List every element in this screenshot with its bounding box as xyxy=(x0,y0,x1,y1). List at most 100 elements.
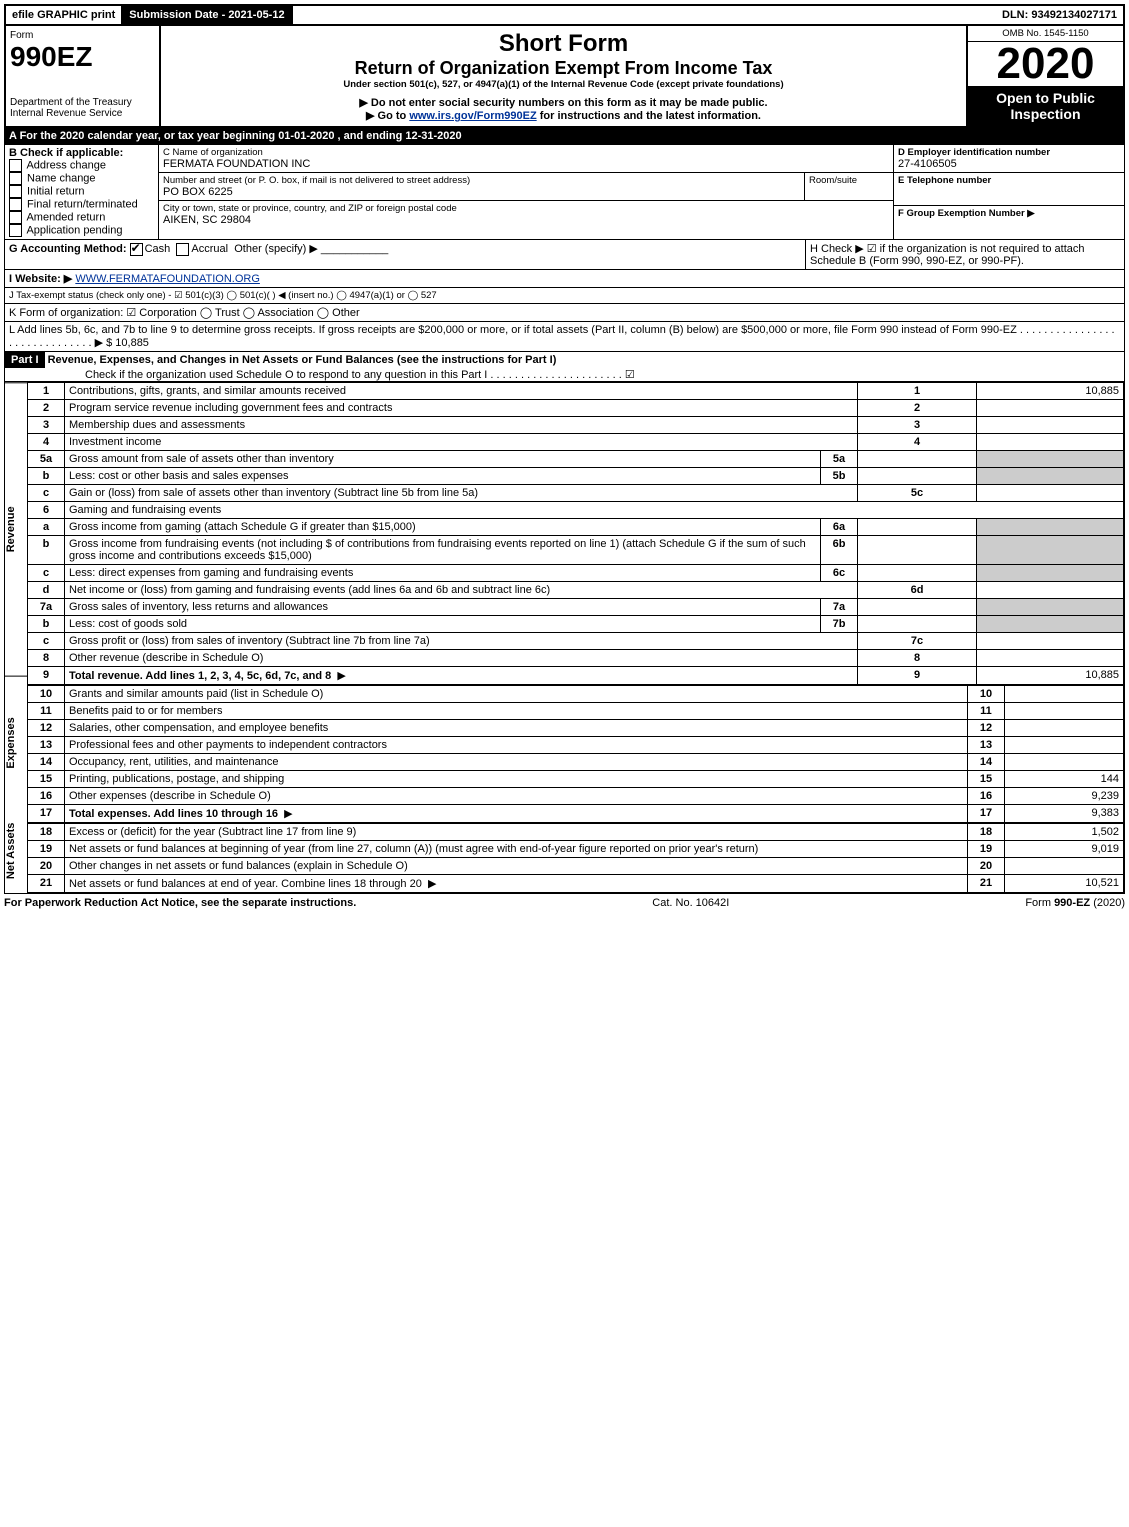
phone-label: E Telephone number xyxy=(898,175,1120,186)
title-block: Form 990EZ Department of the Treasury In… xyxy=(4,26,1125,128)
line-row: 13Professional fees and other payments t… xyxy=(28,737,1124,754)
period-text: A For the 2020 calendar year, or tax yea… xyxy=(5,128,1124,144)
org-name: FERMATA FOUNDATION INC xyxy=(163,158,889,170)
cash-label: Cash xyxy=(145,243,171,255)
line-row: 20Other changes in net assets or fund ba… xyxy=(28,858,1124,875)
right-header-col: OMB No. 1545-1150 2020 Open to Public In… xyxy=(966,26,1123,126)
box-b-item: Initial return xyxy=(9,185,154,198)
line-row: 10Grants and similar amounts paid (list … xyxy=(28,686,1124,703)
line-row: cGross profit or (loss) from sales of in… xyxy=(28,633,1124,650)
line-row: cGain or (loss) from sale of assets othe… xyxy=(28,485,1124,502)
line-g-h: G Accounting Method: Cash Accrual Other … xyxy=(4,240,1125,270)
group-exemption-label: F Group Exemption Number ▶ xyxy=(898,208,1120,219)
line-row: 18Excess or (deficit) for the year (Subt… xyxy=(28,824,1124,841)
line-row: 6Gaming and fundraising events xyxy=(28,502,1124,519)
efile-label[interactable]: efile GRAPHIC print xyxy=(6,6,123,24)
netassets-label: Net Assets xyxy=(5,809,27,893)
line-row: 5aGross amount from sale of assets other… xyxy=(28,451,1124,468)
revenue-table: 1Contributions, gifts, grants, and simil… xyxy=(27,382,1124,685)
line-row: 11Benefits paid to or for members11 xyxy=(28,703,1124,720)
box-b-item: Name change xyxy=(9,172,154,185)
line-row: 2Program service revenue including gover… xyxy=(28,400,1124,417)
line-l: L Add lines 5b, 6c, and 7b to line 9 to … xyxy=(4,322,1125,352)
box-b-item: Amended return xyxy=(9,211,154,224)
line-l-amount: $ 10,885 xyxy=(106,337,149,349)
line-row: aGross income from gaming (attach Schedu… xyxy=(28,519,1124,536)
page-footer: For Paperwork Reduction Act Notice, see … xyxy=(4,894,1125,912)
org-address: PO BOX 6225 xyxy=(163,186,800,198)
accounting-method-label: G Accounting Method: xyxy=(9,243,127,255)
line-row: 12Salaries, other compensation, and empl… xyxy=(28,720,1124,737)
line-row: 16Other expenses (describe in Schedule O… xyxy=(28,788,1124,805)
netasset-table: 18Excess or (deficit) for the year (Subt… xyxy=(27,823,1124,893)
form-ref: Form 990-EZ (2020) xyxy=(1025,897,1125,909)
cat-no: Cat. No. 10642I xyxy=(652,897,729,909)
tax-exempt-status: J Tax-exempt status (check only one) - ☑… xyxy=(5,288,1124,303)
form-number: 990EZ xyxy=(10,41,155,73)
goto-line: ▶ Go to www.irs.gov/Form990EZ for instru… xyxy=(165,109,962,122)
return-title: Return of Organization Exempt From Incom… xyxy=(165,58,962,79)
line-row: 17Total expenses. Add lines 10 through 1… xyxy=(28,805,1124,823)
line-k: K Form of organization: ☑ Corporation ◯ … xyxy=(4,304,1125,322)
under-section: Under section 501(c), 527, or 4947(a)(1)… xyxy=(165,79,962,90)
box-b-item: Address change xyxy=(9,159,154,172)
line-row: bLess: cost or other basis and sales exp… xyxy=(28,468,1124,485)
website-link[interactable]: WWW.FERMATAFOUNDATION.ORG xyxy=(75,273,260,285)
form-id-col: Form 990EZ Department of the Treasury In… xyxy=(6,26,161,126)
part1-header-row: Part I Revenue, Expenses, and Changes in… xyxy=(4,352,1125,382)
box-b-title: B Check if applicable: xyxy=(9,147,154,159)
part1-title: Revenue, Expenses, and Changes in Net As… xyxy=(48,354,557,366)
line-row: dNet income or (loss) from gaming and fu… xyxy=(28,582,1124,599)
part1-label: Part I xyxy=(5,352,45,368)
tax-year: 2020 xyxy=(968,42,1123,86)
org-city: AIKEN, SC 29804 xyxy=(163,214,889,226)
entity-block: B Check if applicable: Address change Na… xyxy=(4,145,1125,240)
open-to-public: Open to Public Inspection xyxy=(968,86,1123,126)
goto-pre: ▶ Go to xyxy=(366,110,409,122)
line-row: 14Occupancy, rent, utilities, and mainte… xyxy=(28,754,1124,771)
line-l-text: L Add lines 5b, 6c, and 7b to line 9 to … xyxy=(9,324,1115,349)
dept-line-2: Internal Revenue Service xyxy=(10,108,155,119)
goto-post: for instructions and the latest informat… xyxy=(537,110,761,122)
expenses-label: Expenses xyxy=(5,676,27,809)
dept-line-1: Department of the Treasury xyxy=(10,97,155,108)
schedule-b-check: H Check ▶ ☑ if the organization is not r… xyxy=(806,240,1124,269)
ssn-warning: ▶ Do not enter social security numbers o… xyxy=(165,96,962,109)
website-label: I Website: ▶ xyxy=(9,273,72,285)
addr-label: Number and street (or P. O. box, if mail… xyxy=(163,175,800,186)
line-row: 4Investment income4 xyxy=(28,434,1124,451)
accrual-label: Accrual xyxy=(191,243,228,255)
paperwork-notice: For Paperwork Reduction Act Notice, see … xyxy=(4,897,356,909)
line-row: bLess: cost of goods sold7b xyxy=(28,616,1124,633)
lines-table: Revenue Expenses Net Assets 1Contributio… xyxy=(4,382,1125,894)
other-label: Other (specify) ▶ xyxy=(234,243,318,255)
line-i: I Website: ▶ WWW.FERMATAFOUNDATION.ORG xyxy=(4,270,1125,288)
city-label: City or town, state or province, country… xyxy=(163,203,889,214)
box-b-item: Final return/terminated xyxy=(9,198,154,211)
line-row: cLess: direct expenses from gaming and f… xyxy=(28,565,1124,582)
cash-checkbox[interactable] xyxy=(130,243,143,256)
line-row: 21Net assets or fund balances at end of … xyxy=(28,875,1124,893)
box-def: D Employer identification number 27-4106… xyxy=(894,145,1124,239)
ein-value: 27-4106505 xyxy=(898,158,1120,170)
line-row: bGross income from fundraising events (n… xyxy=(28,536,1124,565)
dln: DLN: 93492134027171 xyxy=(996,6,1123,24)
line-row: 15Printing, publications, postage, and s… xyxy=(28,771,1124,788)
box-c: C Name of organization FERMATA FOUNDATIO… xyxy=(159,145,894,239)
accrual-checkbox[interactable] xyxy=(176,243,189,256)
line-row: 9Total revenue. Add lines 1, 2, 3, 4, 5c… xyxy=(28,667,1124,685)
part1-schedo: Check if the organization used Schedule … xyxy=(5,369,635,381)
line-j: J Tax-exempt status (check only one) - ☑… xyxy=(4,288,1125,304)
irs-link[interactable]: www.irs.gov/Form990EZ xyxy=(409,110,536,122)
box-b-item: Application pending xyxy=(9,224,154,237)
line-row: 3Membership dues and assessments3 xyxy=(28,417,1124,434)
line-row: 1Contributions, gifts, grants, and simil… xyxy=(28,383,1124,400)
form-of-org: K Form of organization: ☑ Corporation ◯ … xyxy=(5,304,1124,321)
top-bar: efile GRAPHIC print Submission Date - 20… xyxy=(4,4,1125,26)
box-b: B Check if applicable: Address change Na… xyxy=(5,145,159,239)
line-row: 19Net assets or fund balances at beginni… xyxy=(28,841,1124,858)
room-suite: Room/suite xyxy=(804,173,893,200)
form-word: Form xyxy=(10,30,155,41)
ein-label: D Employer identification number xyxy=(898,147,1120,158)
title-center: Short Form Return of Organization Exempt… xyxy=(161,26,966,126)
